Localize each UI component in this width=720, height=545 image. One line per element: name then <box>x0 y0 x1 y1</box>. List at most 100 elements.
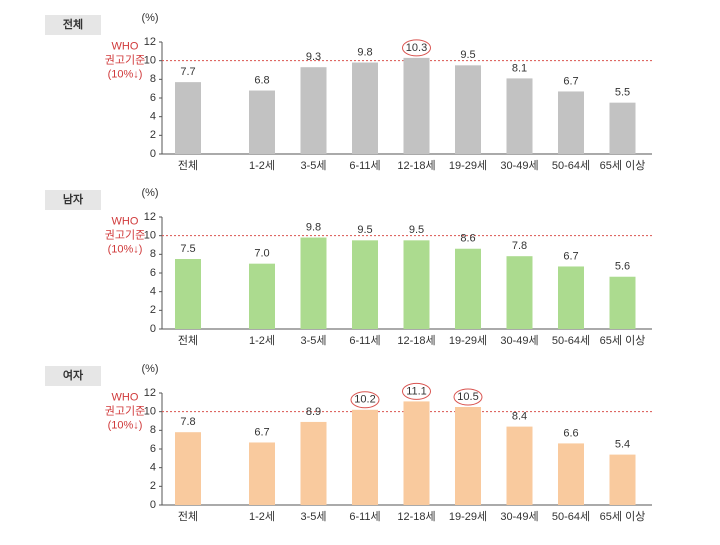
value-label: 5.4 <box>615 439 630 451</box>
value-label: 9.3 <box>306 51 321 63</box>
panel-label-box <box>45 366 101 386</box>
y-unit: (%) <box>141 187 158 199</box>
bar <box>352 240 378 329</box>
highlight-circle <box>402 382 431 400</box>
y-tick-label: 12 <box>144 36 156 48</box>
x-tick-label: 6-11세 <box>349 510 380 523</box>
value-label: 8.4 <box>512 411 527 423</box>
x-tick-label: 6-11세 <box>349 159 380 172</box>
x-tick-label: 30-49세 <box>500 334 538 347</box>
x-tick-label: 3-5세 <box>300 159 326 172</box>
y-tick-label: 4 <box>150 462 156 474</box>
annotation: (10%↓) <box>108 244 143 256</box>
y-tick-label: 6 <box>150 92 156 104</box>
annotation: (10%↓) <box>108 69 143 81</box>
x-tick-label: 12-18세 <box>397 334 435 347</box>
bar <box>249 90 275 154</box>
x-tick-label: 50-64세 <box>552 334 590 347</box>
value-label: 7.8 <box>180 416 195 428</box>
y-tick-label: 0 <box>150 499 156 511</box>
y-tick-label: 8 <box>150 73 156 85</box>
annotation: WHO <box>112 216 139 228</box>
bar <box>506 78 533 154</box>
value-label: 11.1 <box>406 385 427 397</box>
y-tick-label: 12 <box>144 387 156 399</box>
x-tick-label: 19-29세 <box>449 159 487 172</box>
y-tick-label: 12 <box>144 211 156 223</box>
x-tick-label: 3-5세 <box>300 334 326 347</box>
y-tick-label: 0 <box>150 323 156 335</box>
value-label: 9.5 <box>357 224 372 236</box>
bar <box>300 421 327 505</box>
panel-label: 남자 <box>63 192 84 206</box>
y-tick-label: 2 <box>150 480 156 492</box>
x-tick-label: 65세 이상 <box>600 334 646 347</box>
x-tick-label: 3-5세 <box>300 510 326 523</box>
value-label: 8.9 <box>306 406 321 418</box>
panel-label-box <box>45 190 101 210</box>
x-tick-label: 65세 이상 <box>600 510 646 523</box>
y-tick-label: 4 <box>150 111 156 123</box>
x-tick-label: 1-2세 <box>249 159 275 172</box>
value-label: 10.2 <box>354 394 375 406</box>
x-tick-label: 30-49세 <box>500 510 538 523</box>
y-tick-label: 10 <box>144 406 156 418</box>
bar <box>352 409 378 505</box>
panel-label: 여자 <box>63 368 84 382</box>
y-tick-label: 10 <box>144 230 156 242</box>
x-tick-label: 1-2세 <box>249 510 275 523</box>
value-label: 7.7 <box>180 66 195 78</box>
highlight-circle <box>402 39 431 57</box>
value-label: 9.5 <box>460 49 475 61</box>
value-label: 9.8 <box>306 221 321 233</box>
bar <box>300 67 327 154</box>
value-label: 6.7 <box>563 250 578 262</box>
panel-label-box <box>45 15 101 35</box>
annotation: 권고기준 <box>105 229 145 242</box>
bar <box>175 259 201 329</box>
annotation: WHO <box>112 41 139 53</box>
bar <box>403 240 430 329</box>
annotation: (10%↓) <box>108 420 143 432</box>
y-tick-label: 6 <box>150 267 156 279</box>
bar <box>403 57 430 154</box>
value-label: 9.8 <box>357 46 372 58</box>
highlight-circle <box>350 391 380 409</box>
x-tick-label: 19-29세 <box>449 510 487 523</box>
y-tick-label: 2 <box>150 304 156 316</box>
y-tick-label: 8 <box>150 424 156 436</box>
bar <box>558 266 584 329</box>
value-label: 6.6 <box>563 427 578 439</box>
x-tick-label: 65세 이상 <box>600 159 646 172</box>
x-tick-label: 50-64세 <box>552 159 590 172</box>
y-tick-label: 6 <box>150 443 156 455</box>
bar <box>558 91 584 154</box>
value-label: 6.7 <box>563 75 578 87</box>
y-tick-label: 8 <box>150 248 156 260</box>
value-label: 7.8 <box>512 240 527 252</box>
bar <box>455 65 481 154</box>
value-label: 9.5 <box>409 224 424 236</box>
value-label: 10.3 <box>406 42 427 54</box>
bar <box>506 256 533 329</box>
bar <box>352 62 378 154</box>
bar <box>506 426 533 505</box>
value-label: 8.6 <box>460 233 475 245</box>
value-label: 5.5 <box>615 87 630 99</box>
y-tick-label: 4 <box>150 286 156 298</box>
x-tick-label: 1-2세 <box>249 334 275 347</box>
annotation: 권고기준 <box>105 405 145 418</box>
bar <box>558 443 584 505</box>
x-tick-label: 전체 <box>178 334 198 347</box>
bar <box>175 82 201 154</box>
x-tick-label: 12-18세 <box>397 510 435 523</box>
annotation: 권고기준 <box>105 54 145 67</box>
y-unit: (%) <box>141 12 158 24</box>
x-tick-label: 12-18세 <box>397 159 435 172</box>
y-unit: (%) <box>141 363 158 375</box>
bar <box>249 442 275 505</box>
value-label: 7.5 <box>180 243 195 255</box>
bar <box>609 102 636 154</box>
x-tick-label: 전체 <box>178 510 198 523</box>
